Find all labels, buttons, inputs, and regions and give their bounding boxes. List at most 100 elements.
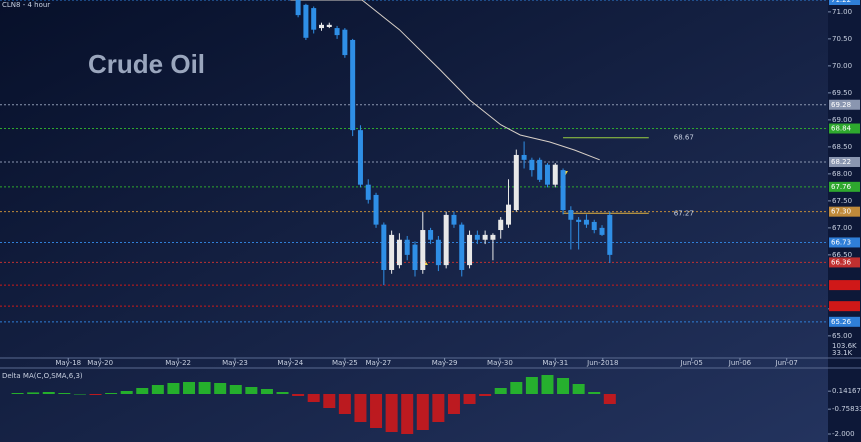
indicator-bar [27,392,40,394]
indicator-bar [307,394,320,402]
candle-body [568,210,574,220]
x-tick-label: Jun-2018 [586,359,618,367]
y-tick-label: 70.00 [832,62,852,70]
level-box [829,206,860,217]
level-box [829,280,860,291]
x-tick-label: May-29 [432,359,458,367]
indicator-title: Delta MA(C,O,SMA,6,3) [2,372,83,380]
x-tick-label: May-24 [277,359,303,367]
candle-body [389,234,395,270]
candle-body [311,8,317,30]
candle-body [552,164,558,185]
y-tick-label: 71.00 [832,8,852,16]
indicator-bar [401,394,414,434]
indicator-bar [120,391,133,394]
level-label: 67.76 [831,183,852,191]
indicator-bar [42,392,55,394]
candle-body [365,184,371,200]
y-tick-label: 68.50 [832,143,852,151]
indicator-bar [105,393,118,394]
indicator-bar [151,385,164,394]
level-label: 66.73 [831,238,851,246]
candle-body [607,214,613,255]
x-tick-label: Jun-06 [728,359,752,367]
indicator-bar [385,394,398,432]
candle-body [373,194,379,225]
level-box [829,123,860,134]
indicator-bar [183,382,196,394]
indicator-bar [89,394,102,395]
moving-average [290,0,600,161]
indicator-bar [479,394,492,396]
candle-body [482,234,488,240]
x-tick-label: May-23 [222,359,248,367]
candle-body [537,159,543,180]
candle-body [435,239,441,266]
candle-body [544,164,550,185]
candle-body [576,219,582,222]
indicator-bar [198,382,211,394]
level-box [829,0,860,5]
level-label: 65.26 [831,318,852,326]
candle-body [412,244,418,270]
indicator-bar [245,387,258,394]
indicator-bar [603,394,616,404]
candle-body [459,224,465,270]
indicator-bar [73,394,86,395]
level-box [829,301,860,312]
candle-body [342,29,348,56]
candle-body [490,234,496,240]
level-box [829,237,860,248]
candle-body [326,24,332,27]
candle-body [560,170,566,211]
indicator-bar [572,384,585,394]
x-tick-label: May-18 [55,359,81,367]
volume-label: 103.6K [832,342,857,350]
candle-body [420,230,426,270]
candle-body [467,234,473,266]
volume-label: 33.1K [832,349,853,357]
indicator-bar [229,385,242,394]
indicator-bar [323,394,336,408]
indicator-bar [557,378,570,394]
candle-body [443,214,449,266]
indicator-bar [588,392,601,394]
candle-body [303,4,309,38]
level-label: 68.84 [831,125,852,133]
level-box [829,156,860,167]
annotation-label: 68.67 [674,134,694,142]
indicator-bar [214,383,227,394]
y-tick-label: 67.00 [832,224,852,232]
indicator-tick-label: -2.000 [832,430,855,438]
level-box [829,257,860,268]
candle-body [357,130,363,185]
candle-body [599,227,605,235]
indicator-bar [354,394,367,422]
level-label: 66.36 [831,258,852,266]
level-label: 69.28 [831,101,851,109]
indicator-bar [494,388,507,394]
indicator-tick-label: 0.14167 [832,387,861,395]
indicator-bar [292,394,305,396]
indicator-bar [136,388,149,394]
indicator-bar [260,389,273,394]
candle-body [583,219,589,225]
level-label: 67.30 [831,208,851,216]
y-tick-label: 68.00 [832,170,852,178]
candle-body [529,159,535,171]
y-tick-label: 69.00 [832,116,852,124]
level-label: 71.22 [831,0,851,4]
level-label: 68.22 [831,158,851,166]
level-box [829,99,860,110]
candle-body [506,204,512,225]
x-tick-label: Jun-07 [775,359,798,367]
indicator-bar [416,394,429,430]
symbol: CLN8 - 4 hour [2,1,50,9]
annotation-label: 67.27 [674,209,694,217]
candle-body [318,24,324,29]
candle-body [381,224,387,270]
indicator-bar [338,394,351,414]
x-tick-label: Jun-05 [679,359,702,367]
indicator-bar [11,393,24,394]
